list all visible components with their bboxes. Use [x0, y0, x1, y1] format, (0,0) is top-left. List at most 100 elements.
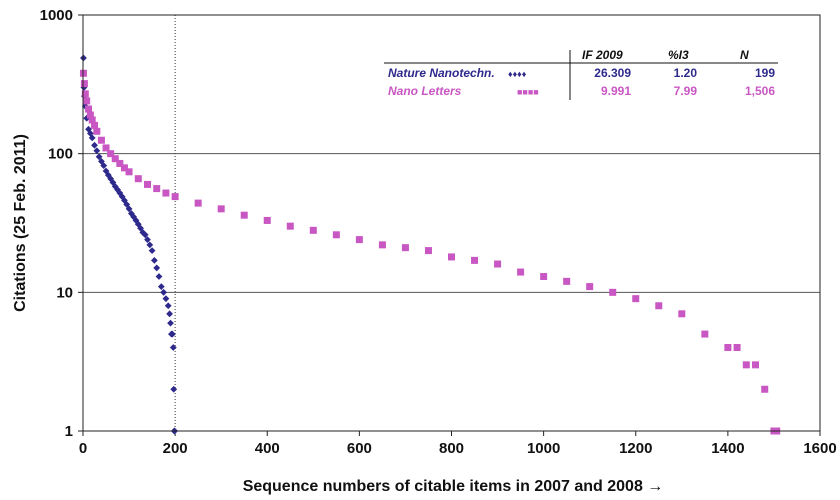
- x-tick-label: 800: [439, 440, 464, 457]
- legend-if2009-nature-nanotech: 26.309: [594, 66, 631, 80]
- x-tick-label: 1400: [711, 440, 744, 457]
- legend-pct-i3-nano-letters: 7.99: [674, 84, 698, 98]
- data-point-diamond: [137, 224, 144, 232]
- gridlines: [83, 15, 820, 431]
- data-point-diamond: [118, 193, 126, 201]
- data-point-square: [102, 144, 110, 152]
- data-point-square: [494, 260, 502, 268]
- data-point-square: [81, 90, 89, 98]
- legend-header-n: N: [740, 48, 749, 62]
- x-tick-label: 600: [347, 440, 372, 457]
- data-point-square: [153, 185, 161, 193]
- data-point-square: [701, 330, 709, 338]
- data-point-diamond: [107, 175, 115, 183]
- data-point-diamond: [164, 302, 172, 310]
- x-tick-labels: 0 200 400 600 800 1000 1200 1400 1600: [79, 431, 837, 457]
- y-tick-label: 1: [65, 423, 73, 440]
- data-point-diamond: [168, 330, 176, 338]
- legend-name-nano-letters: Nano Letters: [388, 84, 462, 98]
- data-point-square: [91, 121, 99, 129]
- data-point-square: [194, 199, 202, 207]
- legend-pct-i3-nature-nanotech: 1.20: [674, 66, 698, 80]
- series-square: [79, 69, 781, 435]
- data-point-square: [263, 216, 271, 224]
- data-point-square: [134, 175, 142, 183]
- data-point-square: [80, 80, 88, 88]
- data-point-diamond: [123, 201, 131, 208]
- data-point-square: [240, 211, 248, 219]
- data-point-diamond: [93, 147, 101, 155]
- data-point-square: [424, 247, 432, 255]
- data-point-square: [332, 231, 340, 239]
- data-point-square: [83, 97, 91, 105]
- data-point-diamond: [98, 157, 105, 165]
- data-point-diamond: [95, 153, 103, 161]
- data-point-square: [733, 344, 741, 352]
- y-tick-labels: 1 10 100 1000: [40, 7, 83, 440]
- data-point-square: [111, 155, 119, 163]
- data-point-square: [761, 385, 769, 393]
- legend-marker-square: ■■■■: [517, 87, 539, 97]
- legend-name-nature-nanotech: Nature Nanotechn.: [388, 66, 495, 80]
- legend-n-nano-letters: 1,506: [745, 84, 775, 98]
- data-point-square: [93, 127, 101, 135]
- data-point-diamond: [150, 256, 158, 264]
- data-point-square: [355, 236, 363, 244]
- data-point-square: [609, 288, 617, 296]
- y-tick-label: 100: [48, 146, 73, 163]
- data-point-square: [120, 164, 128, 172]
- legend-table: IF 2009 %I3 N Nature Nanotechn. ♦♦♦♦ 26.…: [384, 48, 778, 100]
- data-point-diamond: [157, 283, 165, 290]
- data-series: [79, 54, 781, 435]
- data-point-diamond: [148, 247, 156, 254]
- data-point-diamond: [169, 344, 177, 351]
- x-tick-label: 400: [255, 440, 280, 457]
- data-point-square: [116, 159, 124, 167]
- data-point-square: [632, 295, 640, 303]
- data-point-diamond: [134, 220, 142, 228]
- legend-if2009-nano-letters: 9.991: [601, 84, 631, 98]
- data-point-square: [586, 283, 594, 291]
- data-point-diamond: [155, 273, 163, 280]
- data-point-square: [97, 136, 105, 144]
- data-point-diamond: [146, 241, 154, 249]
- data-point-square: [563, 277, 571, 285]
- data-point-square: [655, 302, 663, 310]
- series-diamond: [80, 54, 179, 435]
- legend-n-nature-nanotech: 199: [755, 66, 775, 80]
- data-point-square: [125, 168, 133, 176]
- data-point-square: [540, 273, 548, 281]
- data-point-square: [448, 253, 455, 261]
- data-point-diamond: [102, 167, 110, 175]
- legend-header-pct-i3: %I3: [668, 48, 689, 62]
- data-point-diamond: [88, 134, 96, 142]
- data-point-square: [471, 256, 479, 264]
- data-point-square: [162, 189, 170, 197]
- x-tick-label: 1000: [527, 440, 560, 457]
- data-point-diamond: [160, 288, 168, 296]
- data-point-square: [752, 361, 760, 369]
- data-point-square: [86, 111, 94, 119]
- data-point-diamond: [104, 171, 112, 179]
- data-point-diamond: [125, 205, 133, 213]
- data-point-diamond: [109, 179, 117, 186]
- data-point-diamond: [153, 264, 161, 272]
- x-tick-label: 200: [163, 440, 188, 457]
- data-point-diamond: [83, 114, 91, 122]
- data-point-diamond: [162, 295, 170, 303]
- data-point-diamond: [141, 231, 149, 239]
- data-point-diamond: [144, 236, 151, 244]
- data-point-square: [143, 180, 151, 188]
- data-point-diamond: [130, 213, 138, 221]
- data-point-diamond: [170, 385, 178, 393]
- data-point-square: [401, 244, 409, 252]
- data-point-square: [378, 241, 386, 249]
- data-point-square: [217, 205, 225, 213]
- data-point-square: [517, 268, 525, 276]
- x-tick-label: 1600: [803, 440, 836, 457]
- plot-frame: [82, 14, 821, 432]
- data-point-square: [107, 150, 115, 158]
- legend-marker-diamond: ♦♦♦♦: [508, 69, 527, 79]
- data-point-diamond: [121, 197, 128, 204]
